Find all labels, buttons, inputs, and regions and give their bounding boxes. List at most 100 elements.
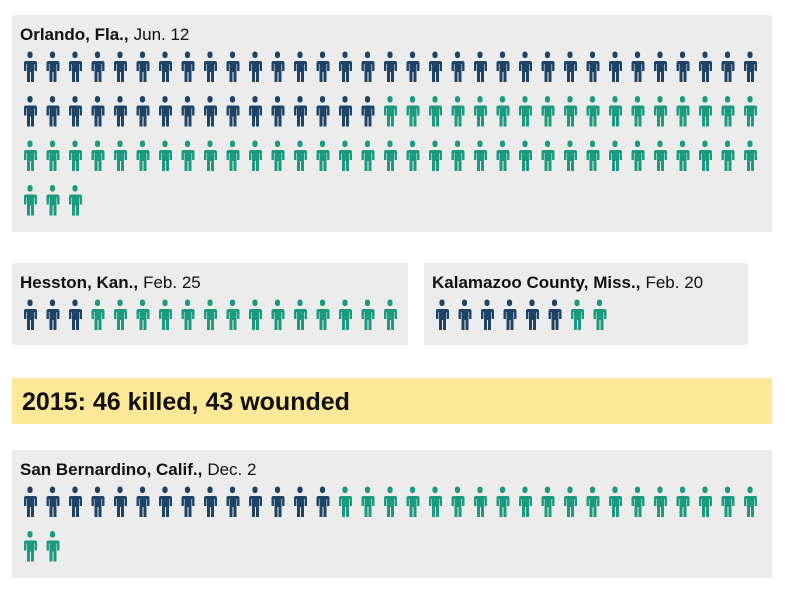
killed-icon (406, 51, 420, 82)
event-title: Orlando, Fla., Jun. 12 (20, 25, 189, 45)
wounded-icon (586, 95, 600, 127)
killed-icon (699, 51, 712, 82)
killed-icon (271, 95, 285, 127)
killed-icon (654, 51, 667, 82)
killed-icon (46, 95, 60, 127)
wounded-icon (564, 140, 577, 171)
wounded-icon (721, 140, 735, 171)
killed-icon (496, 51, 510, 82)
wounded-icon (114, 140, 127, 171)
wounded-icon (609, 95, 622, 127)
wounded-icon (361, 140, 375, 171)
wounded-icon (571, 299, 584, 330)
wounded-icon (339, 140, 352, 171)
killed-icon (69, 51, 82, 82)
wounded-icon (316, 299, 330, 330)
wounded-icon (429, 95, 442, 127)
wounded-icon (159, 140, 172, 171)
wounded-icon (676, 486, 690, 517)
killed-icon (226, 486, 240, 517)
wounded-icon (24, 140, 37, 171)
wounded-icon (721, 486, 735, 517)
killed-icon (294, 486, 307, 517)
wounded-icon (699, 95, 712, 127)
wounded-icon (24, 530, 37, 562)
killed-icon (204, 51, 217, 82)
wounded-icon (744, 486, 757, 517)
killed-icon (503, 299, 517, 330)
killed-icon (541, 51, 555, 82)
event-date: Dec. 2 (207, 460, 257, 479)
killed-icon (46, 299, 60, 330)
killed-icon (136, 486, 150, 517)
wounded-icon (384, 299, 397, 330)
wounded-icon (429, 140, 442, 171)
event-panel: Hesston, Kan., Feb. 25 (12, 263, 408, 345)
wounded-icon (181, 299, 195, 330)
wounded-icon (271, 140, 285, 171)
killed-icon (46, 486, 60, 517)
wounded-icon (474, 486, 487, 517)
killed-icon (249, 486, 262, 517)
wounded-icon (541, 95, 555, 127)
wounded-icon (519, 95, 532, 127)
killed-icon (384, 51, 397, 82)
wounded-icon (406, 95, 420, 127)
wounded-icon (609, 140, 622, 171)
wounded-icon (316, 140, 330, 171)
event-panel: Orlando, Fla., Jun. 12 (12, 15, 772, 232)
wounded-icon (91, 299, 105, 330)
wounded-icon (474, 140, 487, 171)
wounded-icon (136, 299, 150, 330)
wounded-icon (384, 140, 397, 171)
event-location: Kalamazoo County, Miss., (432, 273, 641, 292)
wounded-icon (654, 486, 667, 517)
wounded-icon (654, 140, 667, 171)
wounded-icon (496, 140, 510, 171)
wounded-icon (46, 140, 60, 171)
event-title: San Bernardino, Calif., Dec. 2 (20, 460, 256, 480)
wounded-icon (406, 140, 420, 171)
wounded-icon (586, 486, 600, 517)
wounded-icon (429, 486, 442, 517)
killed-icon (91, 95, 105, 127)
wounded-icon (46, 530, 60, 562)
killed-icon (249, 95, 262, 127)
killed-icon (564, 51, 577, 82)
killed-icon (429, 51, 442, 82)
killed-icon (294, 95, 307, 127)
wounded-icon (406, 486, 420, 517)
wounded-icon (91, 140, 105, 171)
killed-icon (271, 51, 285, 82)
killed-icon (24, 486, 37, 517)
event-date: Jun. 12 (133, 25, 190, 44)
killed-icon (481, 299, 494, 330)
wounded-icon (451, 140, 465, 171)
wounded-icon (114, 299, 127, 330)
killed-icon (586, 51, 600, 82)
wounded-icon (249, 140, 262, 171)
event-date: Feb. 20 (645, 273, 704, 292)
killed-icon (181, 51, 195, 82)
wounded-icon (654, 95, 667, 127)
event-title: Hesston, Kan., Feb. 25 (20, 273, 201, 293)
wounded-icon (339, 486, 352, 517)
wounded-icon (24, 184, 37, 216)
wounded-icon (384, 95, 397, 127)
killed-icon (548, 299, 562, 330)
icon-grid (436, 299, 607, 330)
killed-icon (46, 51, 60, 82)
killed-icon (474, 51, 487, 82)
killed-icon (114, 51, 127, 82)
event-panel: San Bernardino, Calif., Dec. 2 (12, 450, 772, 578)
killed-icon (339, 95, 352, 127)
wounded-icon (609, 486, 622, 517)
killed-icon (316, 95, 330, 127)
killed-icon (361, 51, 375, 82)
killed-icon (24, 51, 37, 82)
wounded-icon (384, 486, 397, 517)
wounded-icon (699, 486, 712, 517)
wounded-icon (204, 140, 217, 171)
killed-icon (744, 51, 757, 82)
